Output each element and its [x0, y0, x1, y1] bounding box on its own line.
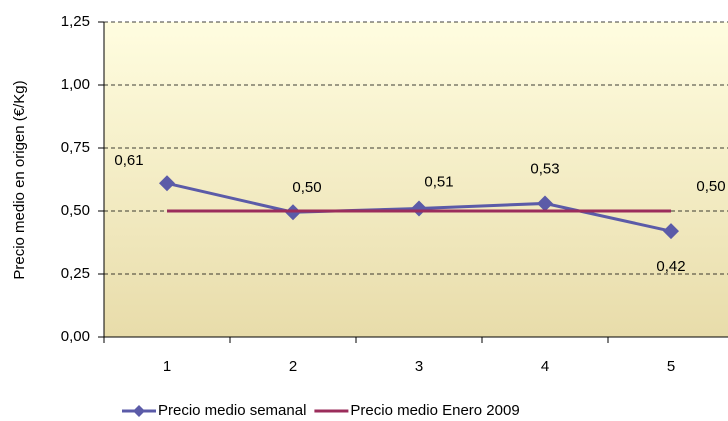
y-axis-label: Precio medio en origen (€/Kg)	[11, 80, 28, 279]
plot-area	[104, 22, 728, 337]
data-label: 0,42	[656, 258, 685, 275]
x-tick-label: 5	[667, 358, 675, 375]
legend-marker	[133, 405, 145, 417]
legend-label: Precio medio semanal	[158, 402, 306, 419]
data-label: 0,53	[530, 160, 559, 177]
marker	[537, 195, 553, 212]
data-label: 0,50	[292, 179, 321, 196]
data-label: 0,50	[696, 178, 725, 195]
y-tick-label: 0,00	[61, 328, 90, 345]
legend-label: Precio medio Enero 2009	[350, 402, 519, 419]
x-tick-label: 3	[415, 358, 423, 375]
data-label: 0,61	[114, 152, 143, 169]
marker	[159, 175, 175, 192]
x-tick-label: 1	[163, 358, 171, 375]
y-tick-label: 0,50	[61, 202, 90, 219]
y-tick-label: 0,25	[61, 265, 90, 282]
x-tick-label: 2	[289, 358, 297, 375]
y-tick-label: 1,00	[61, 76, 90, 93]
marker	[663, 223, 679, 240]
y-tick-label: 1,25	[61, 13, 90, 30]
data-label: 0,51	[424, 173, 453, 190]
x-tick-label: 4	[541, 358, 549, 375]
y-tick-label: 0,75	[61, 139, 90, 156]
